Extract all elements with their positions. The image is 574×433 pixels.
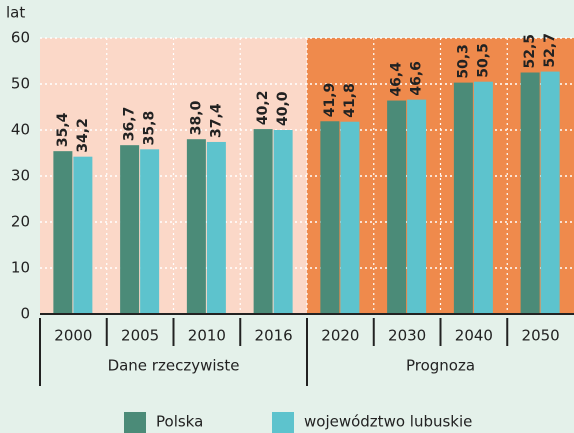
x-tick-label: 2030 [388,327,426,345]
legend-label: województwo lubuskie [304,413,472,431]
x-tick-label: 2020 [321,327,359,345]
legend-swatch [124,412,146,433]
bar [407,99,427,314]
y-tick-label: 20 [11,213,30,231]
bar [387,100,407,314]
bar [340,121,360,314]
bar [520,72,540,314]
value-label: 46,6 [409,61,425,96]
value-label: 52,5 [522,34,538,69]
value-label: 34,2 [75,118,91,153]
legend-swatch [272,412,294,433]
bar [253,129,273,314]
value-label: 35,4 [55,112,71,147]
group-label: Dane rzeczywiste [108,357,240,375]
value-label: 35,8 [142,111,158,146]
x-tick-label: 2016 [255,327,293,345]
value-label: 36,7 [122,107,138,142]
bar [120,145,140,314]
x-tick-label: 2005 [121,327,159,345]
value-label: 40,2 [255,91,271,126]
bar [453,82,473,315]
y-axis-label: lat [6,4,25,22]
y-tick-label: 40 [11,121,30,139]
bar [473,81,493,314]
bar [53,151,73,314]
bar [140,149,160,314]
x-tick-label: 2040 [455,327,493,345]
value-label: 50,3 [455,44,471,79]
y-tick-label: 0 [20,305,30,323]
value-label: 40,0 [275,91,291,126]
x-tick-label: 2000 [54,327,92,345]
bar [73,156,93,314]
y-tick-label: 50 [11,75,30,93]
y-tick-label: 10 [11,259,30,277]
bar [273,130,293,314]
group-label: Prognoza [406,357,475,375]
value-label: 46,4 [389,62,405,97]
bar [186,139,206,314]
bar [206,141,226,314]
bar [540,71,560,314]
value-label: 41,8 [342,83,358,118]
x-tick-label: 2050 [522,327,560,345]
value-label: 38,0 [188,100,204,135]
legend-label: Polska [156,413,203,431]
y-tick-label: 60 [11,29,30,47]
bar [320,121,340,314]
value-label: 52,7 [542,33,558,68]
value-label: 41,9 [322,83,338,118]
value-label: 50,5 [475,43,491,78]
y-tick-label: 30 [11,167,30,185]
value-label: 37,4 [208,103,224,138]
x-tick-label: 2010 [188,327,226,345]
